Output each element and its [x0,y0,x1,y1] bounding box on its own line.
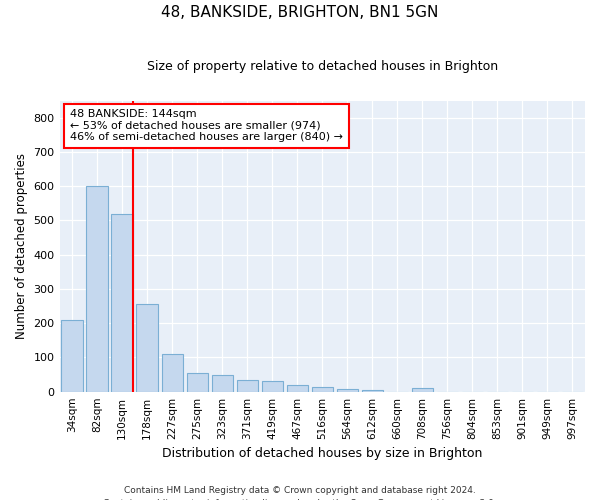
Title: Size of property relative to detached houses in Brighton: Size of property relative to detached ho… [147,60,498,73]
Y-axis label: Number of detached properties: Number of detached properties [15,153,28,339]
Bar [236,380,258,392]
Bar [136,304,158,392]
Bar [86,186,108,392]
Bar [362,390,383,392]
Text: Contains public sector information licensed under the Open Government Licence v3: Contains public sector information licen… [103,498,497,500]
Bar [262,382,283,392]
X-axis label: Distribution of detached houses by size in Brighton: Distribution of detached houses by size … [162,447,482,460]
Bar [311,386,333,392]
Bar [112,214,133,392]
Bar [161,354,183,392]
Text: 48 BANKSIDE: 144sqm
← 53% of detached houses are smaller (974)
46% of semi-detac: 48 BANKSIDE: 144sqm ← 53% of detached ho… [70,110,343,142]
Bar [187,373,208,392]
Bar [412,388,433,392]
Text: 48, BANKSIDE, BRIGHTON, BN1 5GN: 48, BANKSIDE, BRIGHTON, BN1 5GN [161,5,439,20]
Bar [212,374,233,392]
Bar [337,389,358,392]
Bar [61,320,83,392]
Bar [287,385,308,392]
Text: Contains HM Land Registry data © Crown copyright and database right 2024.: Contains HM Land Registry data © Crown c… [124,486,476,495]
